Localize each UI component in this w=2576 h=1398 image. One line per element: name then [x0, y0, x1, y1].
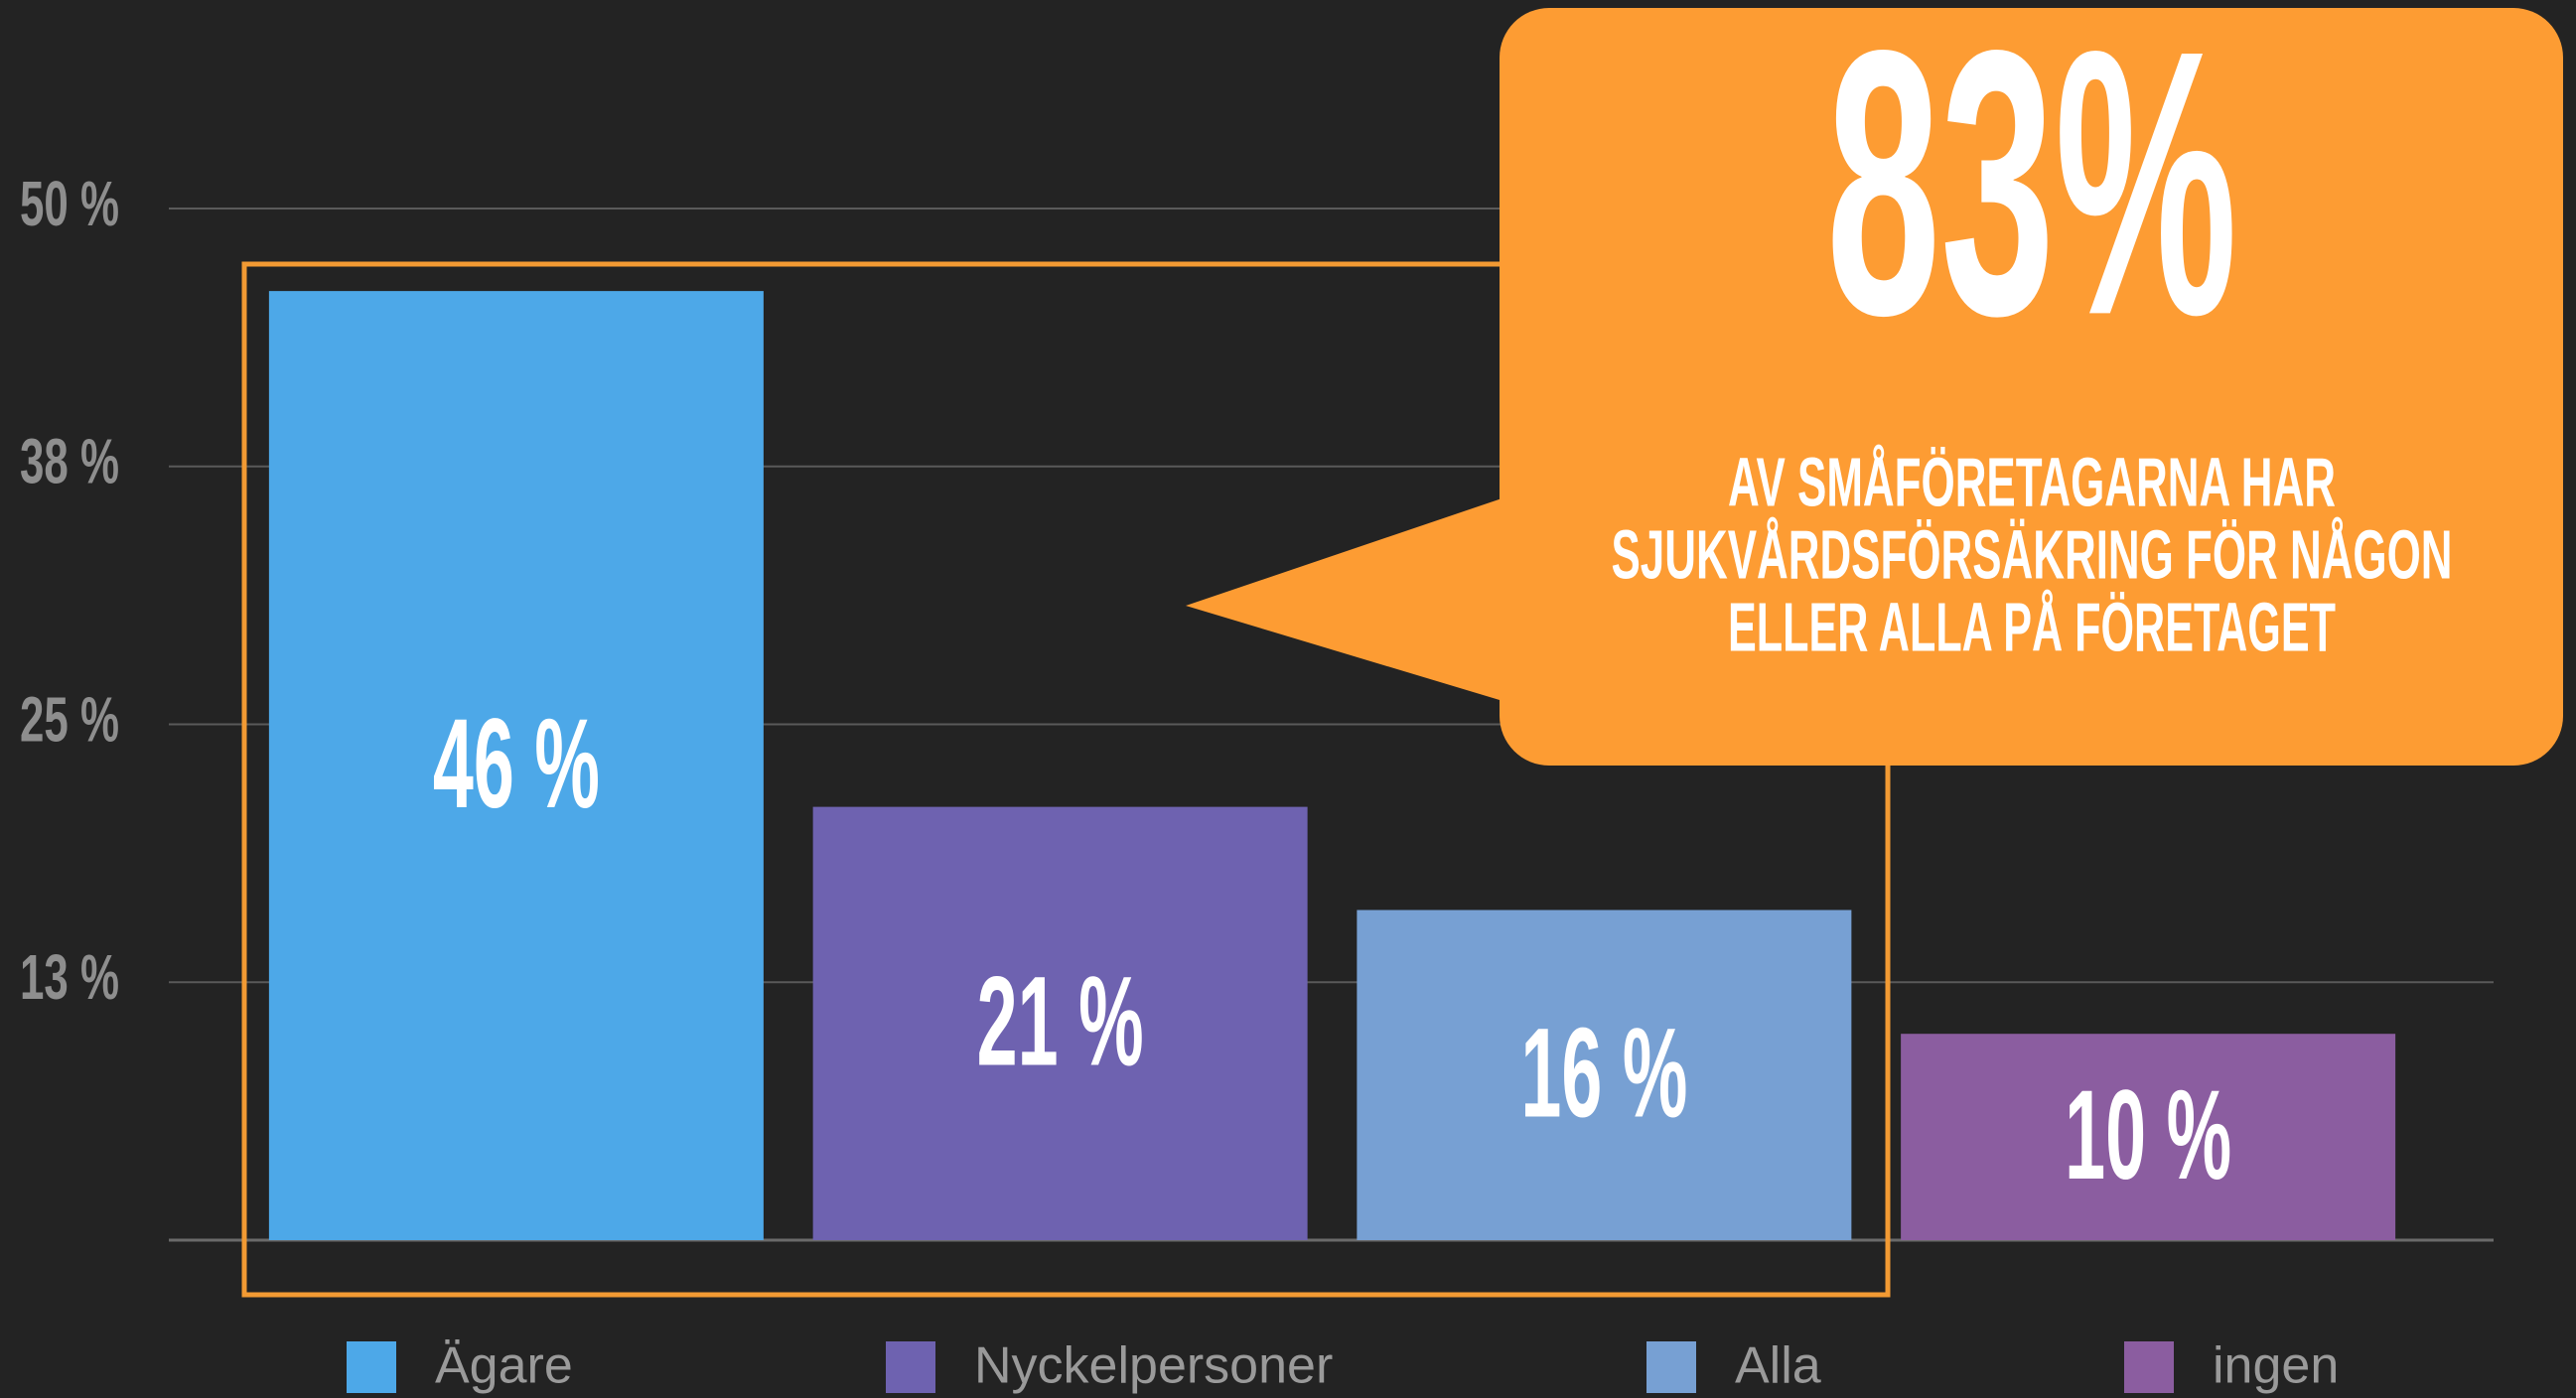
- callout-text: ELLER ALLA PÅ FÖRETAGET: [1728, 588, 2336, 665]
- legend-label: ingen: [2213, 1337, 2339, 1395]
- callout-box: [1500, 8, 2563, 766]
- legend-swatch: [347, 1341, 396, 1393]
- legend-label: Ägare: [435, 1337, 573, 1395]
- bar: [812, 806, 1308, 1240]
- callout-text: AV SMÅFÖRETAGARNA HAR: [1728, 443, 2336, 520]
- value-label: 46 %: [433, 693, 600, 835]
- callout-pointer: [1186, 492, 1519, 706]
- y-tick-label: 13 %: [20, 941, 119, 1013]
- highlight-frame: [241, 261, 1891, 1298]
- y-tick-label: 25 %: [20, 683, 119, 755]
- value-label: 21 %: [977, 951, 1144, 1093]
- legend-label: Alla: [1735, 1337, 1821, 1395]
- value-label: 16 %: [1520, 1003, 1687, 1145]
- callout-text: SJUKVÅRDSFÖRSÄKRING FÖR NÅGON: [1612, 515, 2453, 593]
- value-label: 10 %: [2065, 1064, 2231, 1206]
- bar: [1357, 909, 1852, 1240]
- y-tick-label: 38 %: [20, 426, 119, 497]
- bar: [268, 291, 764, 1240]
- legend-swatch: [886, 1341, 935, 1393]
- legend-swatch: [2124, 1341, 2174, 1393]
- legend-label: Nyckelpersoner: [974, 1337, 1333, 1395]
- bar: [1901, 1034, 2396, 1240]
- legend-swatch: [1646, 1341, 1696, 1393]
- y-tick-label: 50 %: [20, 168, 119, 239]
- callout-number: 83%: [1826, 0, 2237, 393]
